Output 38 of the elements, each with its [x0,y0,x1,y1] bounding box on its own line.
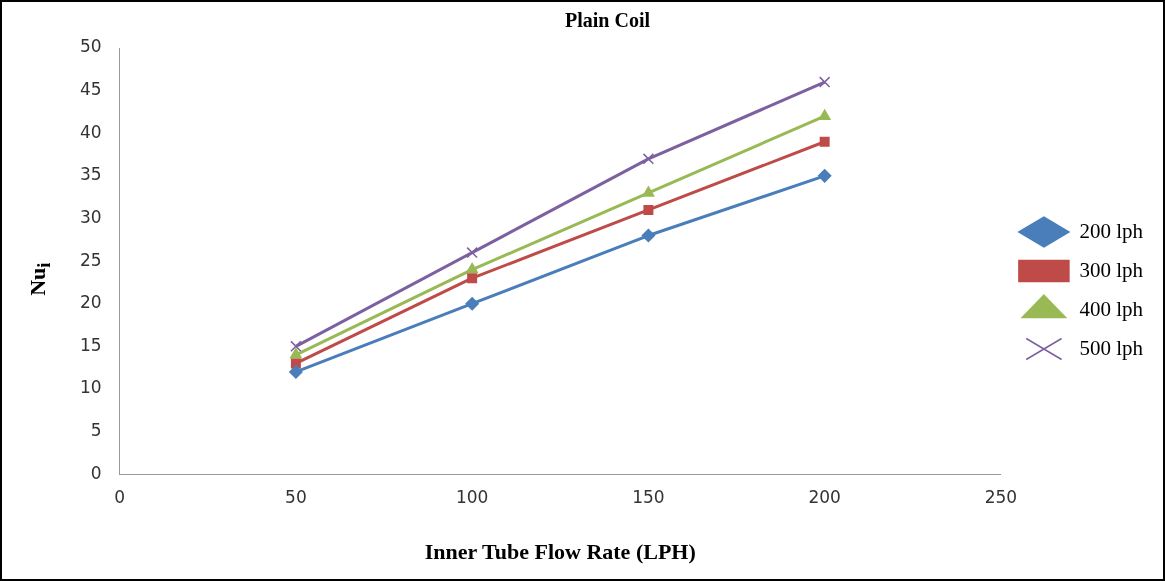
y-tick-label: 50 [79,36,102,57]
legend-label: 300 lph [1079,257,1144,282]
y-tick-label: 30 [79,206,102,227]
point [465,296,479,311]
point [818,109,831,120]
point [289,365,303,379]
legend-label: 400 lph [1079,296,1144,321]
point [467,273,478,284]
chart-title: Plain Coil [564,9,651,32]
x-tick-label: 0 [114,486,126,507]
x-tick-label: 150 [632,486,665,507]
legend-label: 200 lph [1079,218,1144,243]
x-tick-label: 100 [455,486,489,507]
x-axis-title: Inner Tube Flow Rate (LPH) [424,539,696,565]
y-tick-label: 0 [90,462,102,483]
y-tick-label: 5 [90,420,102,440]
x-tick-label: 250 [984,486,1018,507]
y-tick-label: 35 [79,164,102,185]
y-tick-label: 10 [79,377,102,398]
y-tick-label: 25 [79,249,102,270]
y-tick-label: 40 [79,121,102,142]
point [290,340,302,353]
x-tick-label: 200 [808,486,841,507]
point [466,262,479,274]
y-tick-label: 45 [79,79,102,100]
point [818,76,831,88]
y-tick-label: 20 [79,292,102,313]
x-tick-label: 50 [285,486,307,507]
point [817,169,832,183]
point [289,348,302,359]
point [819,136,830,147]
point [466,246,478,259]
point [642,186,655,197]
point [641,228,656,243]
point [642,153,655,165]
point [643,204,654,215]
legend-label: 500 lph [1079,335,1144,360]
y-tick-label: 15 [79,334,102,355]
